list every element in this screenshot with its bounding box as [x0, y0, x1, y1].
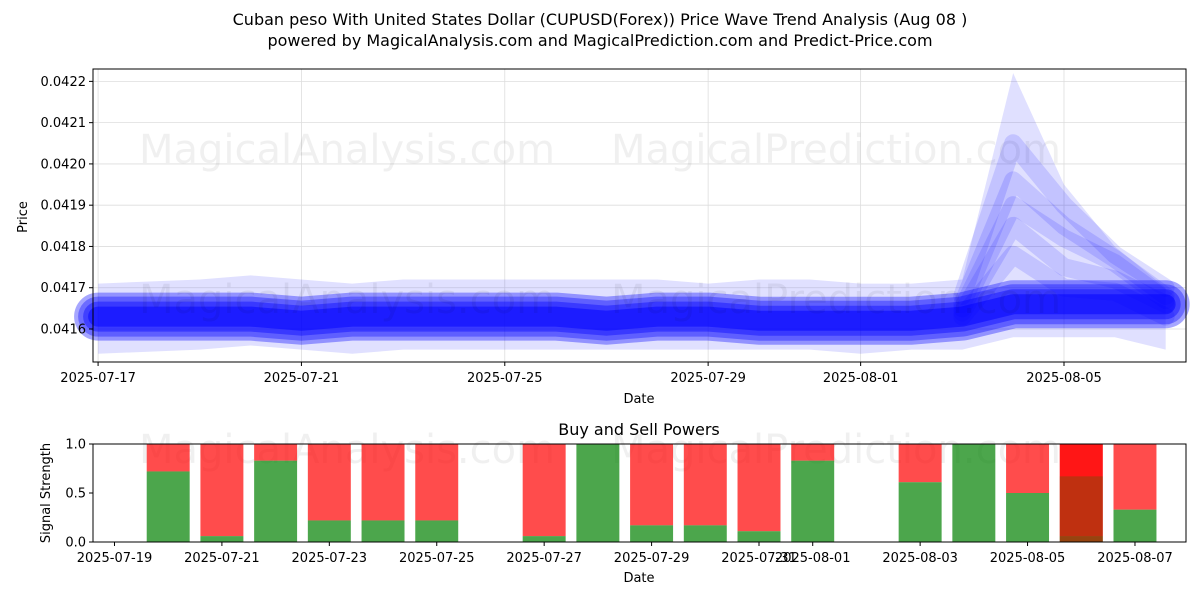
- signal-bars: [146, 444, 1157, 542]
- buy-bar: [307, 520, 351, 542]
- signal-x-tick-label: 2025-07-25: [399, 551, 475, 566]
- signal-y-tick-label: 0.0: [65, 536, 86, 551]
- sell-bar: [898, 444, 942, 483]
- signal-y-tick-label: 1.0: [65, 438, 86, 453]
- signal-x-axis-label: Date: [623, 571, 654, 586]
- overlay-buy-bar: [1059, 476, 1103, 542]
- price-panel: MagicalAnalysis.com MagicalPrediction.co…: [16, 68, 1190, 407]
- buy-bar: [576, 444, 620, 542]
- buy-bar: [200, 536, 244, 542]
- sell-bar: [630, 444, 674, 526]
- price-y-tick-label: 0.0417: [41, 281, 87, 296]
- signal-panel-title: Buy and Sell Powers: [558, 420, 720, 439]
- buy-bar: [254, 460, 298, 542]
- wave-line: [953, 196, 1175, 318]
- buy-bar: [1113, 509, 1157, 542]
- watermark-analysis-2: MagicalAnalysis.com: [139, 277, 555, 323]
- signal-x-tick-label: 2025-07-21: [184, 551, 260, 566]
- sell-bar: [307, 444, 351, 521]
- buy-bar: [1006, 493, 1050, 542]
- price-y-tick-label: 0.0416: [41, 322, 87, 337]
- watermark-analysis: MagicalAnalysis.com: [139, 127, 555, 173]
- price-y-tick-label: 0.0418: [41, 240, 87, 255]
- overlay-sell-bar: [1059, 444, 1103, 542]
- price-y-tick-label: 0.0421: [41, 116, 87, 131]
- buy-bar: [952, 444, 996, 542]
- signal-x-tick-label: 2025-08-03: [882, 551, 958, 566]
- signal-x-tick-label: 2025-08-07: [1097, 551, 1173, 566]
- price-marks: [74, 73, 1190, 354]
- price-x-tick-label: 2025-07-29: [670, 371, 746, 386]
- price-ticks: 2025-07-17 2025-07-21 2025-07-25 2025-07-29…: [41, 75, 1102, 386]
- signal-x-tick-label: 2025-08-05: [990, 551, 1066, 566]
- signal-x-tick-label: 2025-07-31: [721, 551, 797, 566]
- price-y-tick-label: 0.0422: [41, 75, 87, 90]
- buy-bar: [361, 520, 405, 542]
- sell-bar: [1113, 444, 1157, 510]
- sell-bar: [146, 444, 190, 472]
- wave-line: [953, 171, 1175, 314]
- buy-bar: [630, 525, 674, 542]
- buy-bar: [898, 482, 942, 542]
- buy-bar: [737, 531, 781, 542]
- buy-bar: [146, 471, 190, 542]
- sell-bar: [791, 444, 835, 461]
- chart-subtitle: powered by MagicalAnalysis.com and Magic…: [267, 31, 933, 50]
- signal-x-tick-label: 2025-07-23: [292, 551, 368, 566]
- sell-bar: [254, 444, 298, 461]
- price-wave-line: [88, 294, 1176, 331]
- price-x-tick-label: 2025-07-21: [264, 371, 340, 386]
- signal-x-tick-label: 2025-07-27: [506, 551, 582, 566]
- watermark-prediction-2: MagicalPrediction.com: [611, 277, 1061, 323]
- sell-bar: [683, 444, 727, 526]
- wave-line: [953, 134, 1175, 305]
- sell-bar: [522, 444, 566, 537]
- signal-y-tick-label: 0.5: [65, 487, 86, 502]
- price-x-tick-label: 2025-07-17: [60, 371, 136, 386]
- wave-band: [98, 73, 1166, 354]
- buy-bar: [415, 520, 459, 542]
- price-y-tick-label: 0.0420: [41, 157, 87, 172]
- signal-x-tick-label: 2025-08-01: [775, 551, 851, 566]
- signal-panel: MagicalAnalysis.com MagicalPrediction.co…: [39, 420, 1187, 586]
- price-x-axis-label: Date: [623, 392, 654, 407]
- signal-x-tick-label: 2025-07-29: [614, 551, 690, 566]
- sell-bar: [737, 444, 781, 532]
- signal-ticks: 2025-07-19 2025-07-21 2025-07-23 2025-07-25…: [65, 438, 1172, 567]
- price-y-tick-label: 0.0419: [41, 199, 87, 214]
- buy-bar: [522, 536, 566, 542]
- watermark-prediction: MagicalPrediction.com: [611, 127, 1061, 173]
- price-x-tick-label: 2025-07-25: [467, 371, 543, 386]
- sell-bar: [361, 444, 405, 521]
- signal-y-axis-label: Signal Strength: [39, 443, 54, 543]
- buy-bar: [683, 525, 727, 542]
- buy-bar: [791, 460, 835, 542]
- sell-bar: [200, 444, 244, 537]
- sell-bar: [1006, 444, 1050, 493]
- price-y-axis-label: Price: [16, 201, 31, 233]
- signal-x-tick-label: 2025-07-19: [77, 551, 153, 566]
- price-axes-frame: [92, 68, 1187, 363]
- sell-bar: [415, 444, 459, 521]
- price-x-tick-label: 2025-08-05: [1026, 371, 1102, 386]
- chart-title: Cuban peso With United States Dollar (CU…: [232, 10, 968, 29]
- wave-line: [953, 216, 1175, 322]
- price-x-tick-label: 2025-08-01: [823, 371, 899, 386]
